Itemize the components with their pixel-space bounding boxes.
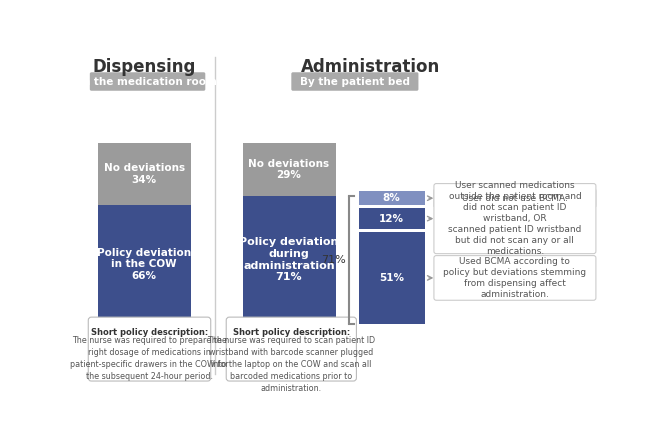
Text: Used BCMA according to
policy but deviations stemming
from dispensing affect
adm: Used BCMA according to policy but deviat… <box>444 257 587 299</box>
Bar <box>359 191 425 205</box>
FancyBboxPatch shape <box>226 317 357 381</box>
Text: In the medication room: In the medication room <box>79 76 217 87</box>
FancyBboxPatch shape <box>434 184 596 254</box>
Bar <box>359 208 425 230</box>
Text: Dispensing: Dispensing <box>92 58 196 76</box>
Text: No deviations
34%: No deviations 34% <box>104 163 185 184</box>
Text: Short policy description:: Short policy description: <box>91 328 208 337</box>
Bar <box>359 232 425 324</box>
Text: Policy deviation
during
administration
71%: Policy deviation during administration 7… <box>240 237 339 282</box>
Text: User did not use BCMA.: User did not use BCMA. <box>462 194 568 203</box>
FancyBboxPatch shape <box>291 72 418 91</box>
Bar <box>98 205 191 324</box>
FancyBboxPatch shape <box>434 189 596 208</box>
Text: Short policy description:: Short policy description: <box>233 328 350 337</box>
Bar <box>242 143 335 196</box>
FancyBboxPatch shape <box>88 317 211 381</box>
Text: 12%: 12% <box>379 214 404 224</box>
FancyBboxPatch shape <box>90 72 205 91</box>
Text: User scanned medications
outside the patient room and
did not scan patient ID
wr: User scanned medications outside the pat… <box>448 181 581 257</box>
Bar <box>98 143 191 205</box>
Text: 8%: 8% <box>383 193 401 203</box>
Text: Policy deviation
in the COW
66%: Policy deviation in the COW 66% <box>97 248 191 281</box>
Text: The nurse was required to scan patient ID
wristband with barcode scanner plugged: The nurse was required to scan patient I… <box>207 336 375 393</box>
Text: 51%: 51% <box>379 273 404 283</box>
Bar <box>242 196 335 324</box>
Text: Administration: Administration <box>301 58 440 76</box>
Text: By the patient bed: By the patient bed <box>300 76 410 87</box>
Text: 71%: 71% <box>321 255 346 265</box>
Text: The nurse was required to prepare the
right dosage of medications in
patient-spe: The nurse was required to prepare the ri… <box>70 336 229 381</box>
Text: No deviations
29%: No deviations 29% <box>248 159 330 180</box>
FancyBboxPatch shape <box>434 256 596 300</box>
